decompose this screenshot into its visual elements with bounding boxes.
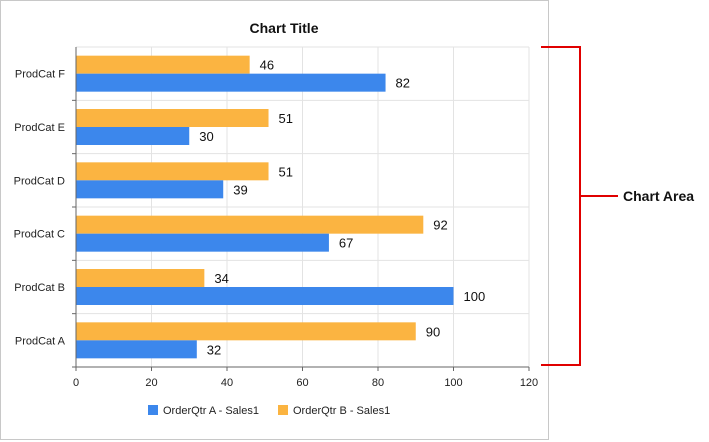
data-label: 30	[199, 129, 213, 144]
bar	[76, 55, 250, 74]
x-tick-label: 60	[296, 377, 308, 389]
bar	[76, 215, 424, 234]
bar	[76, 127, 190, 145]
bar	[76, 322, 416, 341]
data-labels: 90 32 34 100 92 67 51 39 51 30 46 82	[199, 58, 485, 358]
chart-title: Chart Title	[250, 20, 319, 36]
x-tick-label: 120	[520, 377, 538, 389]
data-label: 92	[433, 218, 447, 233]
grid-lines	[76, 46, 530, 367]
data-label: 100	[464, 289, 486, 304]
data-label: 46	[260, 58, 274, 73]
x-tick-label: 80	[372, 377, 384, 389]
legend-swatch	[278, 405, 288, 415]
category-label: ProdCat F	[15, 69, 65, 81]
axes: 0 20 40 60 80 100 120 ProdCat A ProdCat B ProdCat…	[14, 47, 538, 389]
category-label: ProdCat C	[14, 229, 65, 241]
chart-area-annotation: Chart Area	[541, 46, 694, 366]
legend-swatch	[148, 405, 158, 415]
chart-area-label: Chart Area	[623, 188, 694, 204]
x-tick-label: 20	[145, 377, 157, 389]
legend: OrderQtr A - Sales1 OrderQtr B - Sales1	[148, 405, 390, 417]
data-label: 90	[426, 324, 440, 339]
data-label: 51	[279, 111, 293, 126]
bar	[76, 340, 197, 359]
bar	[76, 109, 269, 127]
x-tick-label: 40	[221, 377, 233, 389]
chart-area-bracket	[541, 46, 618, 366]
data-label: 67	[339, 236, 353, 251]
category-label: ProdCat B	[14, 282, 65, 294]
data-label: 51	[279, 164, 293, 179]
category-label: ProdCat E	[14, 122, 65, 134]
x-tick-label: 0	[73, 377, 79, 389]
data-label: 32	[207, 342, 221, 357]
data-label: 82	[396, 76, 410, 91]
legend-label: OrderQtr B - Sales1	[293, 405, 390, 417]
category-label: ProdCat D	[14, 175, 65, 187]
bar	[76, 269, 205, 287]
bar	[76, 73, 386, 92]
x-tick-label: 100	[444, 377, 462, 389]
bar	[76, 180, 224, 199]
bar	[76, 233, 329, 252]
bar	[76, 162, 269, 181]
data-label: 34	[214, 271, 228, 286]
bar	[76, 287, 454, 305]
bars	[76, 55, 454, 359]
legend-label: OrderQtr A - Sales1	[163, 405, 259, 417]
category-label: ProdCat A	[15, 335, 66, 347]
data-label: 39	[233, 182, 247, 197]
